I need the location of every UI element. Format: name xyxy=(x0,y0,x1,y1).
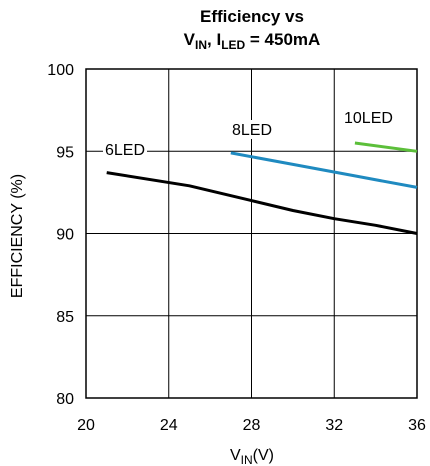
y-tick-label: 85 xyxy=(56,309,74,326)
x-tick-label: 36 xyxy=(408,417,426,434)
y-axis-label: EFFICIENCY (%) xyxy=(9,174,26,298)
x-axis-label: VIN(V) xyxy=(230,447,274,466)
series-label-bg xyxy=(103,140,147,159)
series-lines xyxy=(106,141,418,235)
y-tick-label: 80 xyxy=(56,391,74,408)
x-tick-label: 32 xyxy=(325,417,343,434)
series-label-8led: 8LED xyxy=(232,122,272,139)
chart-title-line1: Efficiency vs xyxy=(200,7,304,26)
series-label-10led: 10LED xyxy=(344,110,393,127)
series-label-6led: 6LED xyxy=(105,142,145,159)
chart-title-line2: VIN, ILED = 450mA xyxy=(184,30,321,52)
y-tick-label: 90 xyxy=(56,227,74,244)
y-tick-label: 95 xyxy=(56,144,74,161)
axis-ticks: 20 24 28 32 36 80 85 90 95 100 xyxy=(47,62,426,434)
y-tick-label: 100 xyxy=(47,62,74,79)
x-tick-label: 28 xyxy=(243,417,261,434)
series-labels: 6LED 8LED 10LED xyxy=(103,108,396,159)
series-label-bg xyxy=(230,120,274,139)
series-line-6led xyxy=(106,171,418,235)
x-tick-label: 20 xyxy=(77,417,95,434)
series-line-10led xyxy=(354,141,418,153)
series-label-bg xyxy=(342,108,396,127)
x-tick-label: 24 xyxy=(160,417,178,434)
series-line-8led xyxy=(230,151,418,189)
